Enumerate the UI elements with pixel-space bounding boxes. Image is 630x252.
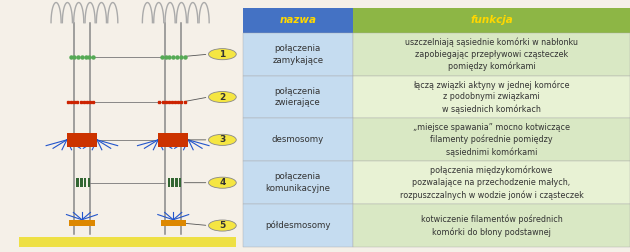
Bar <box>171 178 174 187</box>
Circle shape <box>209 91 236 103</box>
Text: kotwiczenie filamentów pośrednich
komórki do błony podstawnej: kotwiczenie filamentów pośrednich komórk… <box>421 214 563 237</box>
FancyBboxPatch shape <box>243 76 353 118</box>
FancyBboxPatch shape <box>243 118 353 161</box>
FancyBboxPatch shape <box>243 161 353 204</box>
FancyBboxPatch shape <box>353 204 630 247</box>
Text: 2: 2 <box>219 92 226 102</box>
Text: połączenia
komunikacyjne: połączenia komunikacyjne <box>265 172 330 193</box>
Text: 5: 5 <box>219 221 226 230</box>
Bar <box>88 178 90 187</box>
Bar <box>69 220 94 226</box>
Bar <box>179 178 181 187</box>
Bar <box>158 133 188 147</box>
Circle shape <box>209 49 236 60</box>
Circle shape <box>209 134 236 145</box>
FancyBboxPatch shape <box>353 161 630 204</box>
Text: półdesmosomy: półdesmosomy <box>265 221 331 230</box>
FancyBboxPatch shape <box>353 33 630 76</box>
Text: połączenia
zwierające: połączenia zwierające <box>275 87 321 107</box>
Bar <box>161 220 186 226</box>
Text: funkcja: funkcja <box>470 15 513 25</box>
Bar <box>168 178 170 187</box>
Text: 4: 4 <box>219 178 226 187</box>
Bar <box>175 178 178 187</box>
Text: „miejsce spawania” mocno kotwiczące
filamenty pośrednie pomiędzy
sąsiednimi komó: „miejsce spawania” mocno kotwiczące fila… <box>413 123 570 157</box>
FancyBboxPatch shape <box>243 204 353 247</box>
FancyBboxPatch shape <box>243 33 353 76</box>
Text: połączenia międzykomórkowe
pozwalające na przechodzenie małych,
rozpuszczalnych : połączenia międzykomórkowe pozwalające n… <box>399 166 583 200</box>
Circle shape <box>209 220 236 231</box>
Bar <box>76 178 79 187</box>
Text: nazwa: nazwa <box>279 15 316 25</box>
Text: desmosomy: desmosomy <box>272 135 324 144</box>
Bar <box>19 237 236 247</box>
Text: łączą związki aktyny w jednej komórce
z podobnymi związkami
w sąsiednich komórka: łączą związki aktyny w jednej komórce z … <box>413 80 570 114</box>
Text: uszczelniają sąsiednie komórki w nabłonku
zapobiegając przepływowi cząsteczek
po: uszczelniają sąsiednie komórki w nabłonk… <box>405 37 578 71</box>
Bar <box>80 178 83 187</box>
FancyBboxPatch shape <box>353 8 630 33</box>
Text: 1: 1 <box>219 50 226 59</box>
Text: połączenia
zamykające: połączenia zamykające <box>272 44 323 65</box>
Text: 3: 3 <box>219 135 226 144</box>
Bar <box>67 133 97 147</box>
FancyBboxPatch shape <box>243 8 353 33</box>
FancyBboxPatch shape <box>353 76 630 118</box>
FancyBboxPatch shape <box>353 118 630 161</box>
Bar <box>84 178 86 187</box>
Circle shape <box>209 177 236 188</box>
